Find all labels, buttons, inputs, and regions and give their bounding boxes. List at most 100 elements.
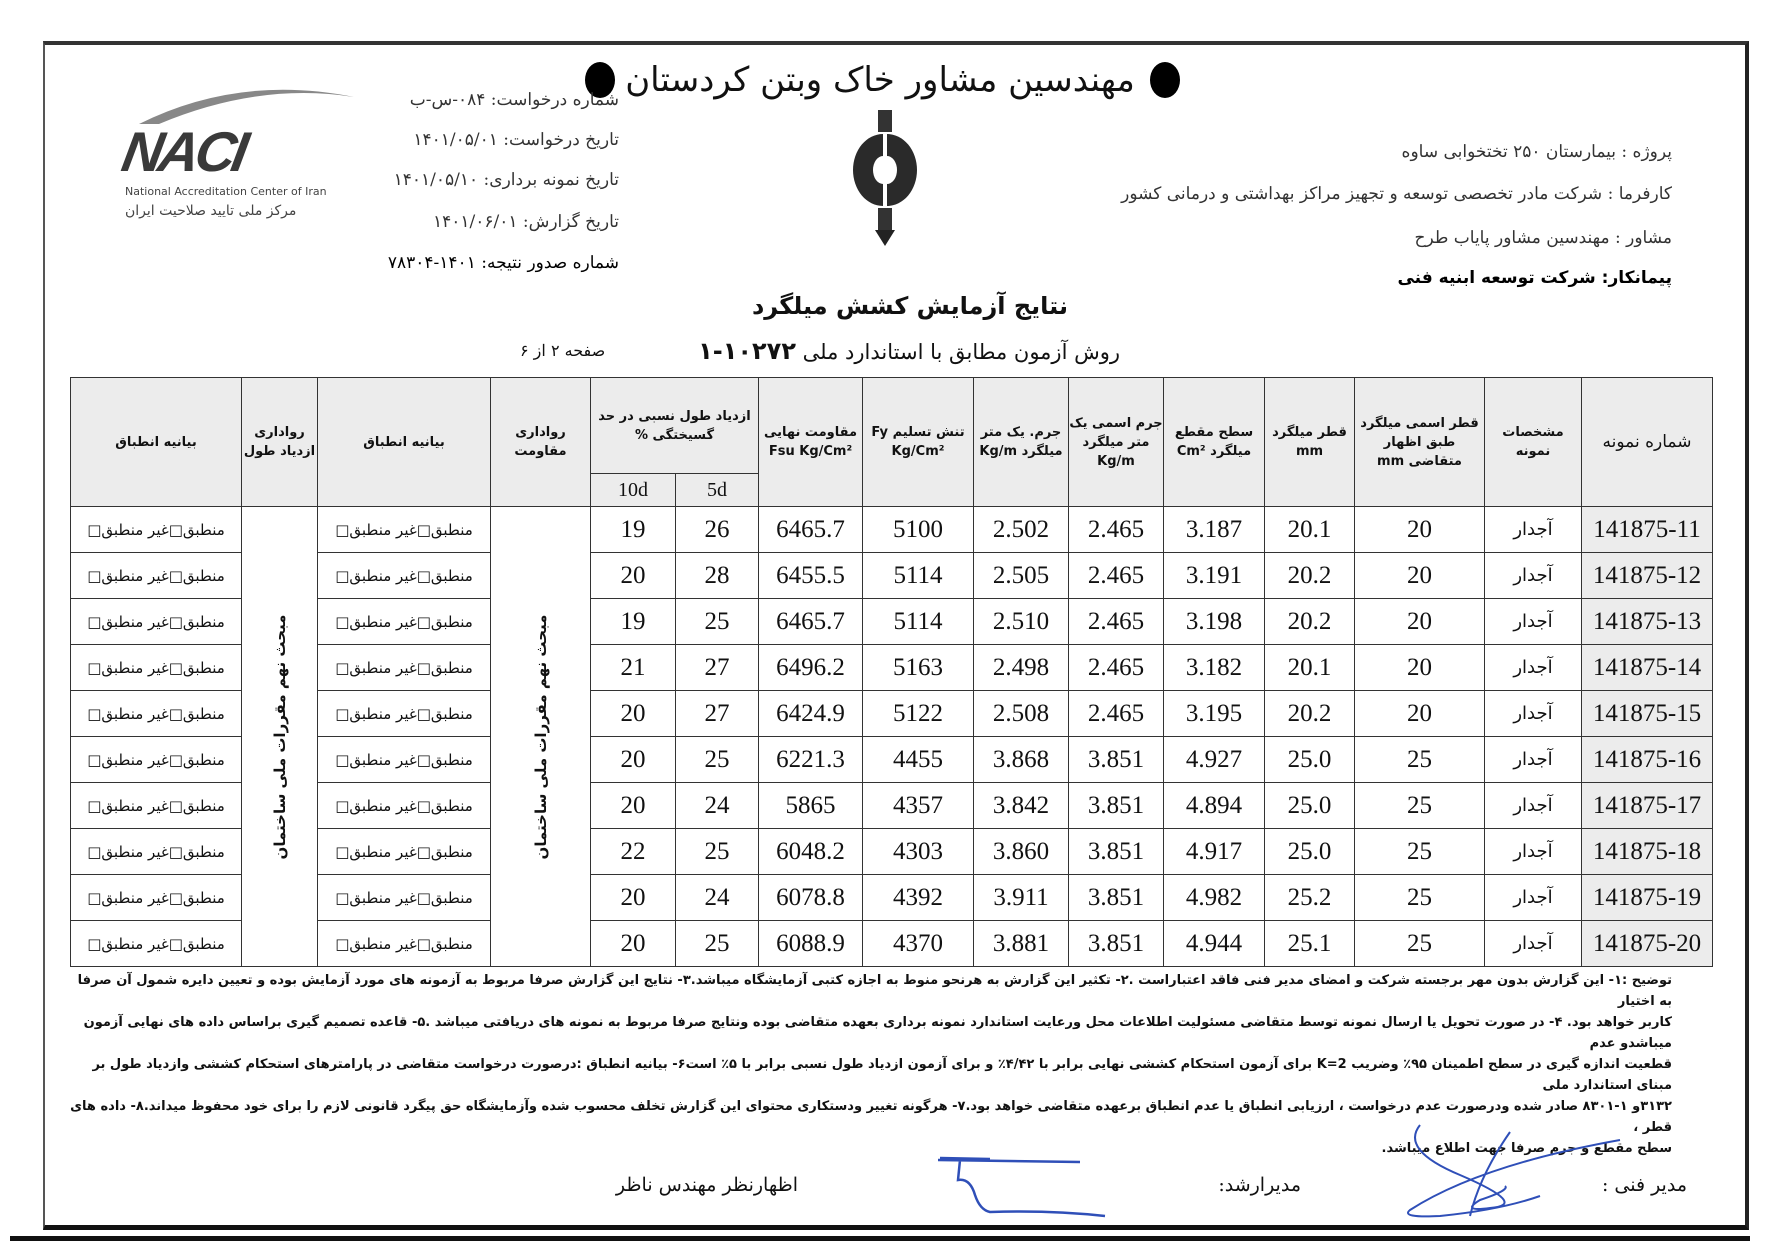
checkbox-icon[interactable]: □ xyxy=(335,658,350,677)
fy-cell: 4370 xyxy=(862,920,974,967)
checkbox-icon[interactable]: □ xyxy=(335,750,350,769)
senior-manager-label: مدیرارشد: xyxy=(1218,1174,1301,1196)
checkbox-icon[interactable]: □ xyxy=(87,842,102,861)
checkbox-icon[interactable]: □ xyxy=(87,520,102,539)
checkbox-icon[interactable]: □ xyxy=(168,888,183,907)
checkbox-icon[interactable]: □ xyxy=(168,934,183,953)
fsu-cell: 6221.3 xyxy=(758,736,863,783)
contractor: پیمانکار: شرکت توسعه ابنیه فنی xyxy=(1397,268,1672,288)
nominal-mass-cell: 3.851 xyxy=(1068,874,1164,921)
checkbox-icon[interactable]: □ xyxy=(416,520,431,539)
consultant: مشاور : مهندسین مشاور پایاب طرح xyxy=(1414,228,1672,248)
dia-cell: 25.0 xyxy=(1264,828,1355,875)
company-name: مهندسین مشاور خاک وبتن کردستان xyxy=(625,60,1135,100)
spec-cell: آجدار xyxy=(1484,920,1582,967)
mass-cell: 2.508 xyxy=(973,690,1069,737)
header-10d: 10d xyxy=(590,473,676,507)
fy-cell: 4392 xyxy=(862,874,974,921)
mass-cell: 3.868 xyxy=(973,736,1069,783)
naci-swoosh-icon xyxy=(139,89,354,124)
fy-cell: 5122 xyxy=(862,690,974,737)
checkbox-icon[interactable]: □ xyxy=(335,520,350,539)
fsu-cell: 6078.8 xyxy=(758,874,863,921)
elongation-10d-cell: 20 xyxy=(590,920,676,967)
nominal-dia-cell: 20 xyxy=(1354,598,1485,645)
checkbox-icon[interactable]: □ xyxy=(168,796,183,815)
area-cell: 3.187 xyxy=(1163,506,1265,553)
request-number: شماره درخواست: ۰۸۴-س-ب xyxy=(409,90,619,110)
table-row: 141875-13 آجدار 20 20.2 3.198 2.465 2.510 5114 6… xyxy=(70,598,1713,645)
compliance-statement: منطبق□غیر منطبق□ xyxy=(317,736,491,783)
header-area: سطح مقطع میلگرد Cm² xyxy=(1163,377,1265,507)
checkbox-icon[interactable]: □ xyxy=(335,934,350,953)
page-border xyxy=(43,41,1749,1230)
mass-cell: 3.842 xyxy=(973,782,1069,829)
checkbox-icon[interactable]: □ xyxy=(87,796,102,815)
checkbox-icon[interactable]: □ xyxy=(335,566,350,585)
elongation-5d-cell: 24 xyxy=(675,782,759,829)
company-logo-icon xyxy=(853,110,917,246)
checkbox-icon[interactable]: □ xyxy=(335,612,350,631)
report-title: نتایج آزمایش کشش میلگرد xyxy=(751,292,1068,320)
header-elongation: ازدیاد طول نسبی در حد گسیختگی % xyxy=(590,377,759,474)
checkbox-icon[interactable]: □ xyxy=(335,796,350,815)
elongation-5d-cell: 28 xyxy=(675,552,759,599)
mass-cell: 3.881 xyxy=(973,920,1069,967)
request-date: تاریخ درخواست: ۱۴۰۱/۰۵/۰۱ xyxy=(413,130,619,150)
fy-cell: 4357 xyxy=(862,782,974,829)
fy-cell: 4303 xyxy=(862,828,974,875)
checkbox-icon[interactable]: □ xyxy=(416,658,431,677)
checkbox-icon[interactable]: □ xyxy=(87,566,102,585)
spec-cell: آجدار xyxy=(1484,690,1582,737)
checkbox-icon[interactable]: □ xyxy=(168,612,183,631)
notes: توضیح :۱- این گزارش بدون مهر برجسته شرکت… xyxy=(70,970,1672,1159)
checkbox-icon[interactable]: □ xyxy=(335,842,350,861)
checkbox-icon[interactable]: □ xyxy=(335,888,350,907)
supervisor-label: اظهارنظر مهندس ناظر xyxy=(615,1174,798,1196)
dia-cell: 20.1 xyxy=(1264,644,1355,691)
checkbox-icon[interactable]: □ xyxy=(87,750,102,769)
checkbox-icon[interactable]: □ xyxy=(87,658,102,677)
compliance-statement: منطبق□غیر منطبق□ xyxy=(70,644,242,691)
checkbox-icon[interactable]: □ xyxy=(168,704,183,723)
nominal-dia-cell: 25 xyxy=(1354,828,1485,875)
checkbox-icon[interactable]: □ xyxy=(87,612,102,631)
spec-cell: آجدار xyxy=(1484,598,1582,645)
checkbox-icon[interactable]: □ xyxy=(416,934,431,953)
header-nominal-dia: قطر اسمی میلگرد طبق اظهار متقاضی mm xyxy=(1354,377,1485,507)
checkbox-icon[interactable]: □ xyxy=(416,566,431,585)
checkbox-icon[interactable]: □ xyxy=(168,842,183,861)
spec-cell: آجدار xyxy=(1484,736,1582,783)
note-line: قطعیت اندازه گیری در سطح اطمینان ۹۵٪ وضر… xyxy=(92,1057,1672,1093)
checkbox-icon[interactable]: □ xyxy=(87,704,102,723)
mass-cell: 3.911 xyxy=(973,874,1069,921)
checkbox-icon[interactable]: □ xyxy=(335,704,350,723)
compliance-statement: منطبق□غیر منطبق□ xyxy=(70,552,242,599)
elongation-5d-cell: 27 xyxy=(675,644,759,691)
elongation-5d-cell: 24 xyxy=(675,874,759,921)
checkbox-icon[interactable]: □ xyxy=(87,934,102,953)
fsu-cell: 6088.9 xyxy=(758,920,863,967)
checkbox-icon[interactable]: □ xyxy=(168,566,183,585)
checkbox-icon[interactable]: □ xyxy=(416,704,431,723)
checkbox-icon[interactable]: □ xyxy=(416,888,431,907)
note-line: ۳۱۳۲و ۱-۸۳۰۱ صادر شده ودرصورت عدم درخواس… xyxy=(70,1099,1672,1135)
checkbox-icon[interactable]: □ xyxy=(416,750,431,769)
elongation-10d-cell: 20 xyxy=(590,690,676,737)
compliance-statement: منطبق□غیر منطبق□ xyxy=(70,920,242,967)
checkbox-icon[interactable]: □ xyxy=(416,842,431,861)
sampling-date: تاریخ نمونه برداری: ۱۴۰۱/۰۵/۱۰ xyxy=(393,170,619,190)
checkbox-icon[interactable]: □ xyxy=(168,750,183,769)
checkbox-icon[interactable]: □ xyxy=(87,888,102,907)
header-tol-strength: رواداری مقاومت xyxy=(490,377,591,507)
checkbox-icon[interactable]: □ xyxy=(168,658,183,677)
dia-cell: 25.0 xyxy=(1264,782,1355,829)
checkbox-icon[interactable]: □ xyxy=(416,796,431,815)
checkbox-icon[interactable]: □ xyxy=(168,520,183,539)
sample-number-cell: 141875-18 xyxy=(1581,828,1713,875)
sample-number-cell: 141875-20 xyxy=(1581,920,1713,967)
nominal-dia-cell: 20 xyxy=(1354,690,1485,737)
compliance-statement: منطبق□غیر منطبق□ xyxy=(70,736,242,783)
checkbox-icon[interactable]: □ xyxy=(416,612,431,631)
compliance-statement: منطبق□غیر منطبق□ xyxy=(70,828,242,875)
